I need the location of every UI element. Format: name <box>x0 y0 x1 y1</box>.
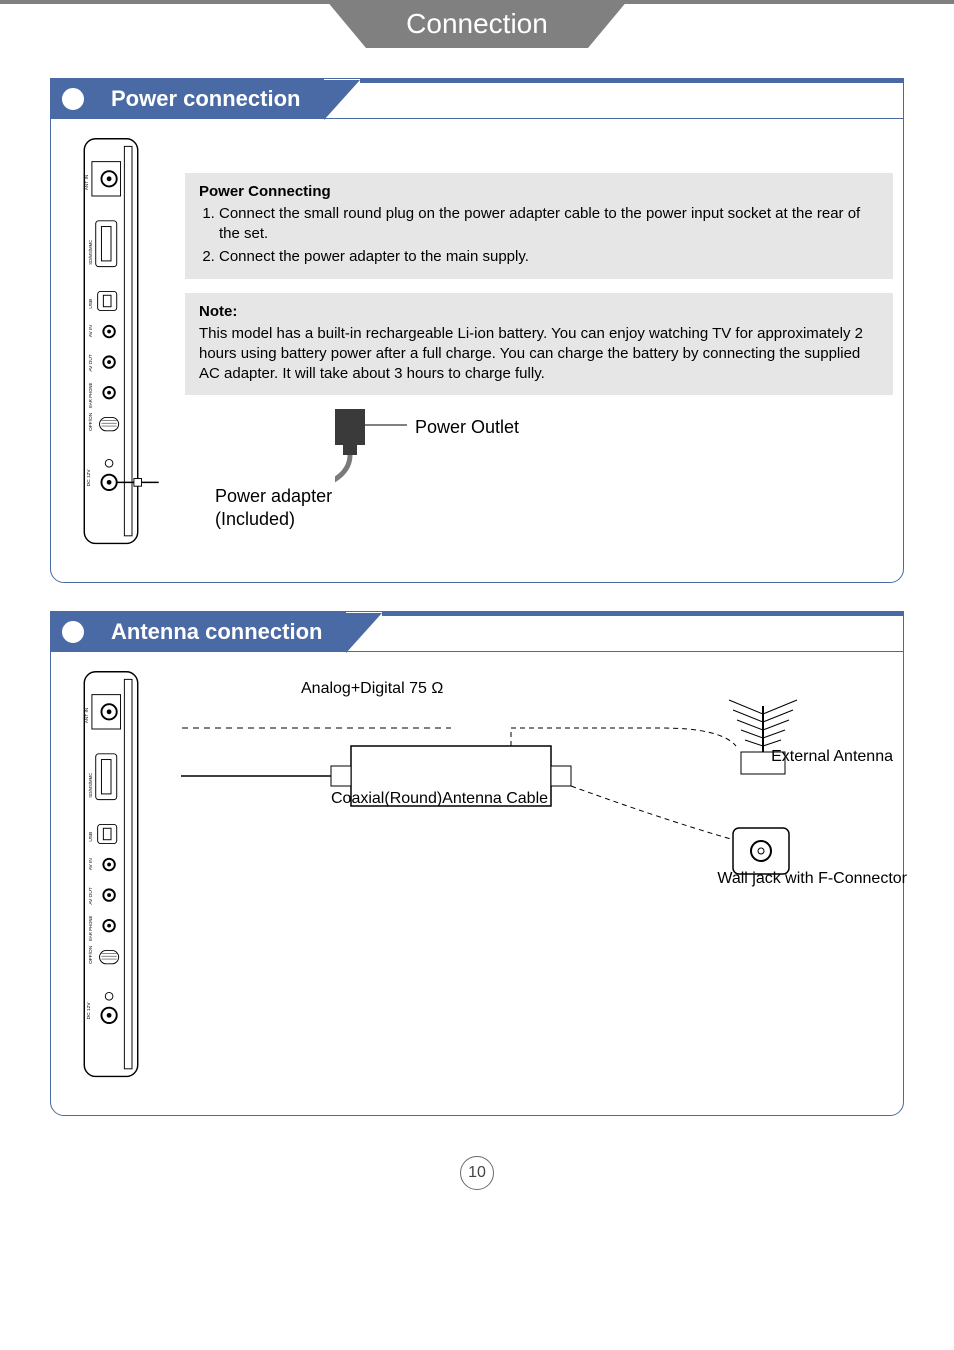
device-side-panel: ANT IN SD/MS/MMC USB AV IN A <box>61 133 161 558</box>
power-outlet-label: Power Outlet <box>415 417 519 438</box>
section-antenna-connection: Antenna connection ANT IN SD/MS/MMC <box>50 611 904 1116</box>
page-number-wrap: 10 <box>0 1156 954 1220</box>
svg-text:DC 12V: DC 12V <box>86 1002 92 1020</box>
section-power-connection: Power connection ANT IN SD/MS/MMC <box>50 78 904 583</box>
page-header: Connection <box>0 0 954 48</box>
power-adapter-label: Power adapter (Included) <box>215 485 332 532</box>
box-title: Power Connecting <box>199 183 879 200</box>
svg-text:AV IN: AV IN <box>88 858 94 871</box>
svg-text:OFF/ON: OFF/ON <box>88 412 94 431</box>
section-header: Power connection <box>51 79 903 119</box>
note-title: Note: <box>199 303 879 320</box>
svg-text:OFF/ON: OFF/ON <box>88 945 94 964</box>
section-header: Antenna connection <box>51 612 903 652</box>
svg-text:SD/MS/MMC: SD/MS/MMC <box>88 773 93 798</box>
svg-text:ANT IN: ANT IN <box>84 707 90 723</box>
coax-cable-label: Coaxial(Round)Antenna Cable <box>331 790 548 808</box>
section-bullet-icon <box>59 85 87 113</box>
svg-text:AV OUT: AV OUT <box>88 354 94 371</box>
svg-text:AV IN: AV IN <box>88 325 94 338</box>
section-body: ANT IN SD/MS/MMC USB AV IN A <box>51 119 903 558</box>
svg-text:EAR PHONE: EAR PHONE <box>88 383 93 408</box>
antenna-diagram: Analog+Digital 75 Ω Coaxial(Round)Antenn… <box>161 666 893 1091</box>
svg-text:ANT IN: ANT IN <box>84 174 90 190</box>
section-body: ANT IN SD/MS/MMC USB AV IN AV OUT EAR PH <box>51 652 903 1091</box>
analog-digital-label: Analog+Digital 75 Ω <box>301 680 443 698</box>
power-step: Connect the power adapter to the main su… <box>219 247 879 267</box>
svg-text:SD/MS/MMC: SD/MS/MMC <box>88 240 93 265</box>
page-number: 10 <box>460 1156 494 1190</box>
section-title: Power connection <box>101 80 324 118</box>
power-connecting-box: Power Connecting Connect the small round… <box>185 173 893 279</box>
device-side-panel: ANT IN SD/MS/MMC USB AV IN AV OUT EAR PH <box>61 666 161 1091</box>
note-box: Note: This model has a built-in recharge… <box>185 293 893 395</box>
wall-jack-label: Wall jack with F-Connector <box>717 870 907 888</box>
power-step: Connect the small round plug on the powe… <box>219 204 879 245</box>
note-body: This model has a built-in rechargeable L… <box>199 324 879 385</box>
svg-text:USB: USB <box>88 299 94 309</box>
power-steps-list: Connect the small round plug on the powe… <box>199 204 879 267</box>
device-ports-illustration: ANT IN SD/MS/MMC USB AV IN A <box>61 133 161 553</box>
svg-text:USB: USB <box>88 832 94 842</box>
antenna-wiring-illustration <box>181 686 821 946</box>
svg-text:DC 12V: DC 12V <box>86 469 92 487</box>
svg-text:AV OUT: AV OUT <box>88 887 94 904</box>
page-content: Power connection ANT IN SD/MS/MMC <box>0 48 954 1116</box>
section-right-area: Power Connecting Connect the small round… <box>161 133 893 549</box>
page-title: Connection <box>366 0 588 48</box>
device-ports-illustration: ANT IN SD/MS/MMC USB AV IN AV OUT EAR PH <box>61 666 161 1086</box>
section-title: Antenna connection <box>101 613 346 651</box>
section-bullet-icon <box>59 618 87 646</box>
power-diagram: Power Outlet Power adapter (Included) <box>185 409 893 549</box>
svg-text:EAR PHONE: EAR PHONE <box>88 916 93 941</box>
external-antenna-label: External Antenna <box>771 748 893 766</box>
